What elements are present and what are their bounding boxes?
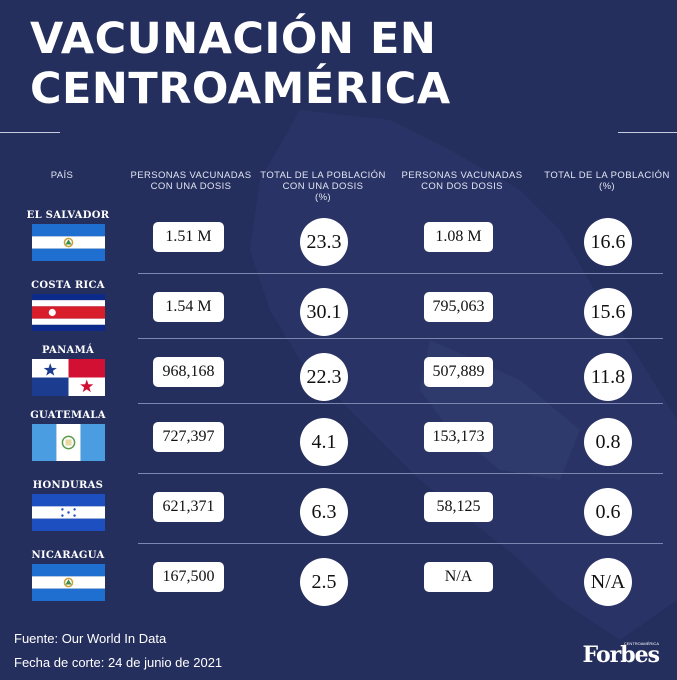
country-label: HONDURAS [32,480,104,491]
one-dose-value-box: 621,371 [153,492,224,522]
two-dose-pct-circle: 15.6 [584,288,632,336]
two-dose-pct-circle: 11.8 [584,353,632,401]
el-salvador-flag [32,224,105,261]
cutoff-date-note: Fecha de corte: 24 de junio de 2021 [14,655,223,670]
one-dose-pct-circle: 2.5 [300,558,348,606]
row-divider [138,543,663,544]
header-one-dose: PERSONAS VACUNADAS CON UNA DOSIS [127,170,255,192]
two-dose-value-box: 795,063 [424,292,493,322]
header-two-dose-pct-line: (%) [599,181,615,192]
two-dose-pct-circle: 16.6 [584,218,632,266]
header-one-dose-line: PERSONAS VACUNADAS [130,170,252,181]
header-pais: PAÍS [50,170,74,181]
one-dose-pct-circle: 22.3 [300,353,348,401]
divider-right [618,132,677,133]
forbes-logo: Forbes [582,642,660,668]
country-label: COSTA RICA [31,280,105,291]
country-label: GUATEMALA [30,410,106,421]
header-one-dose-pct-line: CON UNA DOSIS [282,181,364,192]
one-dose-value-box: 1.51 M [153,222,224,252]
one-dose-value-box: 167,500 [153,562,224,592]
title-line-2: CENTROAMÉRICA [30,64,451,114]
one-dose-value-box: 1.54 M [153,292,224,322]
divider-left [0,132,60,133]
one-dose-pct-circle: 4.1 [300,418,348,466]
two-dose-pct-circle: 0.6 [584,488,632,536]
two-dose-value-box: 507,889 [424,357,493,387]
row-divider [138,338,663,339]
header-two-dose-pct-line: TOTAL DE LA POBLACIÓN [544,170,670,181]
row-divider [138,403,663,404]
costa-rica-flag [32,294,105,331]
two-dose-value-box: N/A [424,562,493,592]
one-dose-pct-circle: 23.3 [300,218,348,266]
honduras-flag [32,494,105,531]
one-dose-pct-circle: 6.3 [300,488,348,536]
page-title: VACUNACIÓN EN CENTROAMÉRICA [30,14,451,114]
header-two-dose-line: CON DOS DOSIS [421,181,503,192]
header-two-dose: PERSONAS VACUNADAS CON DOS DOSIS [398,170,526,192]
two-dose-value-box: 1.08 M [424,222,493,252]
two-dose-pct-circle: 0.8 [584,418,632,466]
country-label: EL SALVADOR [26,210,110,221]
one-dose-value-box: 968,168 [153,357,224,387]
one-dose-pct-circle: 30.1 [300,288,348,336]
country-label: NICARAGUA [31,550,105,561]
header-one-dose-pct-line: TOTAL DE LA POBLACIÓN [260,170,386,181]
header-two-dose-line: PERSONAS VACUNADAS [401,170,523,181]
header-two-dose-pct: TOTAL DE LA POBLACIÓN (%) [540,170,674,192]
row-divider [138,473,663,474]
header-one-dose-line: CON UNA DOSIS [150,181,232,192]
title-line-1: VACUNACIÓN EN [30,14,437,64]
guatemala-flag [32,424,105,461]
panama-flag [32,359,105,396]
two-dose-value-box: 153,173 [424,422,493,452]
country-label: PANAMÁ [41,345,95,356]
row-divider [138,273,663,274]
one-dose-value-box: 727,397 [153,422,224,452]
nicaragua-flag [32,564,105,601]
header-one-dose-pct: TOTAL DE LA POBLACIÓN CON UNA DOSIS (%) [256,170,390,203]
header-one-dose-pct-line: (%) [315,192,331,203]
two-dose-value-box: 58,125 [424,492,493,522]
two-dose-pct-circle: N/A [584,558,632,606]
source-note: Fuente: Our World In Data [14,631,167,646]
forbes-logo-subtext: CENTROAMÉRICA [623,641,659,646]
